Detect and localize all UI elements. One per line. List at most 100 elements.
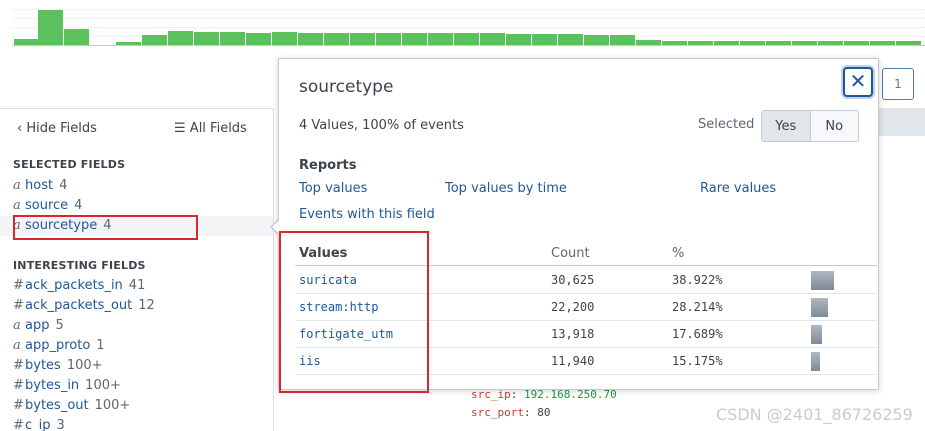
hide-fields-link[interactable]: ‹ Hide Fields	[17, 121, 97, 136]
value-link[interactable]: fortigate_utm	[299, 327, 393, 341]
field-item-app-proto[interactable]: a app_proto 1	[0, 336, 273, 356]
field-count: 12	[138, 298, 155, 313]
timeline-bar[interactable]	[506, 33, 531, 46]
field-count: 100+	[94, 398, 131, 413]
timeline-bar[interactable]	[818, 40, 843, 46]
timeline-bar[interactable]	[558, 33, 583, 46]
timeline-gridline	[12, 27, 925, 28]
selected-label: Selected	[698, 117, 755, 132]
value-link[interactable]: stream:http	[299, 300, 379, 314]
field-type-icon: #	[13, 278, 24, 293]
field-item-bytes-out[interactable]: #bytes_out 100+	[0, 396, 273, 416]
selected-toggle: Yes No	[761, 110, 859, 142]
timeline-bar[interactable]	[766, 40, 791, 46]
values-highlight-box	[279, 231, 429, 393]
values-header: Values	[299, 246, 348, 261]
all-fields-label: All Fields	[189, 121, 247, 136]
top-values-by-time-link[interactable]: Top values by time	[445, 181, 567, 196]
timeline-bar[interactable]	[376, 33, 401, 46]
timeline-bar[interactable]	[610, 34, 635, 46]
field-item-source[interactable]: a source 4	[0, 196, 273, 216]
timeline-bar[interactable]	[272, 31, 297, 46]
count-cell: 30,625	[551, 273, 595, 287]
timeline-bar[interactable]	[168, 31, 193, 46]
field-summary-popup: sourcetype ✕ 4 Values, 100% of events Se…	[278, 58, 879, 390]
timeline-bar[interactable]	[402, 32, 427, 46]
field-type-icon: #	[13, 398, 24, 413]
timeline-bar[interactable]	[844, 41, 869, 46]
value-link[interactable]: suricata	[299, 273, 357, 287]
percent-cell: 38.922%	[672, 273, 723, 287]
timeline-bar[interactable]	[480, 33, 505, 46]
timeline-bar[interactable]	[142, 35, 167, 46]
field-item-ack-packets-in[interactable]: #ack_packets_in 41	[0, 276, 273, 296]
chevron-left-icon: ‹	[17, 121, 23, 136]
field-item-ack-packets-out[interactable]: #ack_packets_out 12	[0, 296, 273, 316]
timeline-bar[interactable]	[896, 41, 921, 46]
field-type-icon: a	[13, 218, 21, 233]
timeline-bar[interactable]	[428, 33, 453, 46]
event-field-line: src_ip: 192.168.250.70	[471, 388, 617, 401]
value-link[interactable]: iis	[299, 354, 321, 368]
timeline-histogram[interactable]	[12, 0, 925, 46]
field-count: 41	[128, 278, 146, 293]
timeline-bar[interactable]	[194, 31, 219, 46]
field-count: 4	[103, 218, 112, 233]
timeline-bar[interactable]	[298, 33, 323, 46]
field-name: source	[25, 198, 69, 213]
timeline-bar[interactable]	[324, 32, 349, 46]
timeline-bar[interactable]	[636, 39, 661, 46]
timeline-gridline	[12, 18, 925, 19]
timeline-bar[interactable]	[532, 33, 557, 46]
timeline-bar[interactable]	[792, 40, 817, 46]
event-value[interactable]: 80	[537, 406, 551, 419]
page-1-button[interactable]: 1	[882, 68, 914, 100]
selected-no-button[interactable]: No	[810, 111, 858, 141]
table-row: iis 11,940 15.175%	[295, 348, 877, 375]
timeline-bar[interactable]	[662, 40, 687, 46]
field-item-app[interactable]: a app 5	[0, 316, 273, 336]
field-type-icon: #	[13, 418, 24, 431]
field-name: c_ip	[25, 418, 51, 431]
timeline-bar[interactable]	[350, 33, 375, 46]
timeline-bar[interactable]	[14, 38, 39, 46]
popup-title: sourcetype	[299, 77, 394, 97]
top-values-link[interactable]: Top values	[299, 181, 368, 196]
timeline-gridline	[12, 9, 925, 10]
timeline-bar[interactable]	[116, 42, 141, 46]
rare-values-link[interactable]: Rare values	[700, 181, 777, 196]
field-item-bytes[interactable]: #bytes 100+	[0, 356, 273, 376]
event-key[interactable]: src_port	[471, 406, 524, 419]
field-item-host[interactable]: a host 4	[0, 176, 273, 196]
timeline-bar[interactable]	[870, 41, 895, 46]
timeline-bar[interactable]	[246, 33, 271, 46]
field-type-icon: a	[13, 178, 21, 193]
percent-header: %	[672, 246, 685, 261]
timeline-bar[interactable]	[38, 10, 63, 46]
timeline-bar[interactable]	[740, 40, 765, 46]
timeline-bar[interactable]	[64, 29, 89, 46]
timeline-bar[interactable]	[454, 33, 479, 46]
field-count: 100+	[66, 358, 103, 373]
hide-fields-label: Hide Fields	[26, 121, 97, 136]
timeline-bar[interactable]	[584, 34, 609, 46]
field-item-c-ip[interactable]: #c_ip 3	[0, 416, 273, 431]
event-key[interactable]: src_ip	[471, 388, 511, 401]
percent-bar	[811, 298, 828, 317]
close-button[interactable]: ✕	[843, 67, 873, 97]
close-icon: ✕	[849, 69, 867, 93]
timeline-bar[interactable]	[688, 40, 713, 46]
reports-title: Reports	[299, 158, 357, 173]
timeline-baseline	[12, 45, 925, 46]
field-type-icon: a	[13, 338, 21, 353]
event-value[interactable]: 192.168.250.70	[524, 388, 617, 401]
field-item-sourcetype[interactable]: a sourcetype 4	[0, 216, 273, 236]
event-body: src_ip: 192.168.250.70 src_port: 80	[471, 386, 617, 422]
timeline-bar[interactable]	[220, 31, 245, 46]
timeline-bar[interactable]	[714, 40, 739, 46]
field-item-bytes-in[interactable]: #bytes_in 100+	[0, 376, 273, 396]
percent-bar	[811, 271, 834, 290]
all-fields-link[interactable]: ☰ All Fields	[174, 121, 247, 136]
events-with-field-link[interactable]: Events with this field	[299, 207, 435, 222]
selected-yes-button[interactable]: Yes	[762, 111, 811, 141]
